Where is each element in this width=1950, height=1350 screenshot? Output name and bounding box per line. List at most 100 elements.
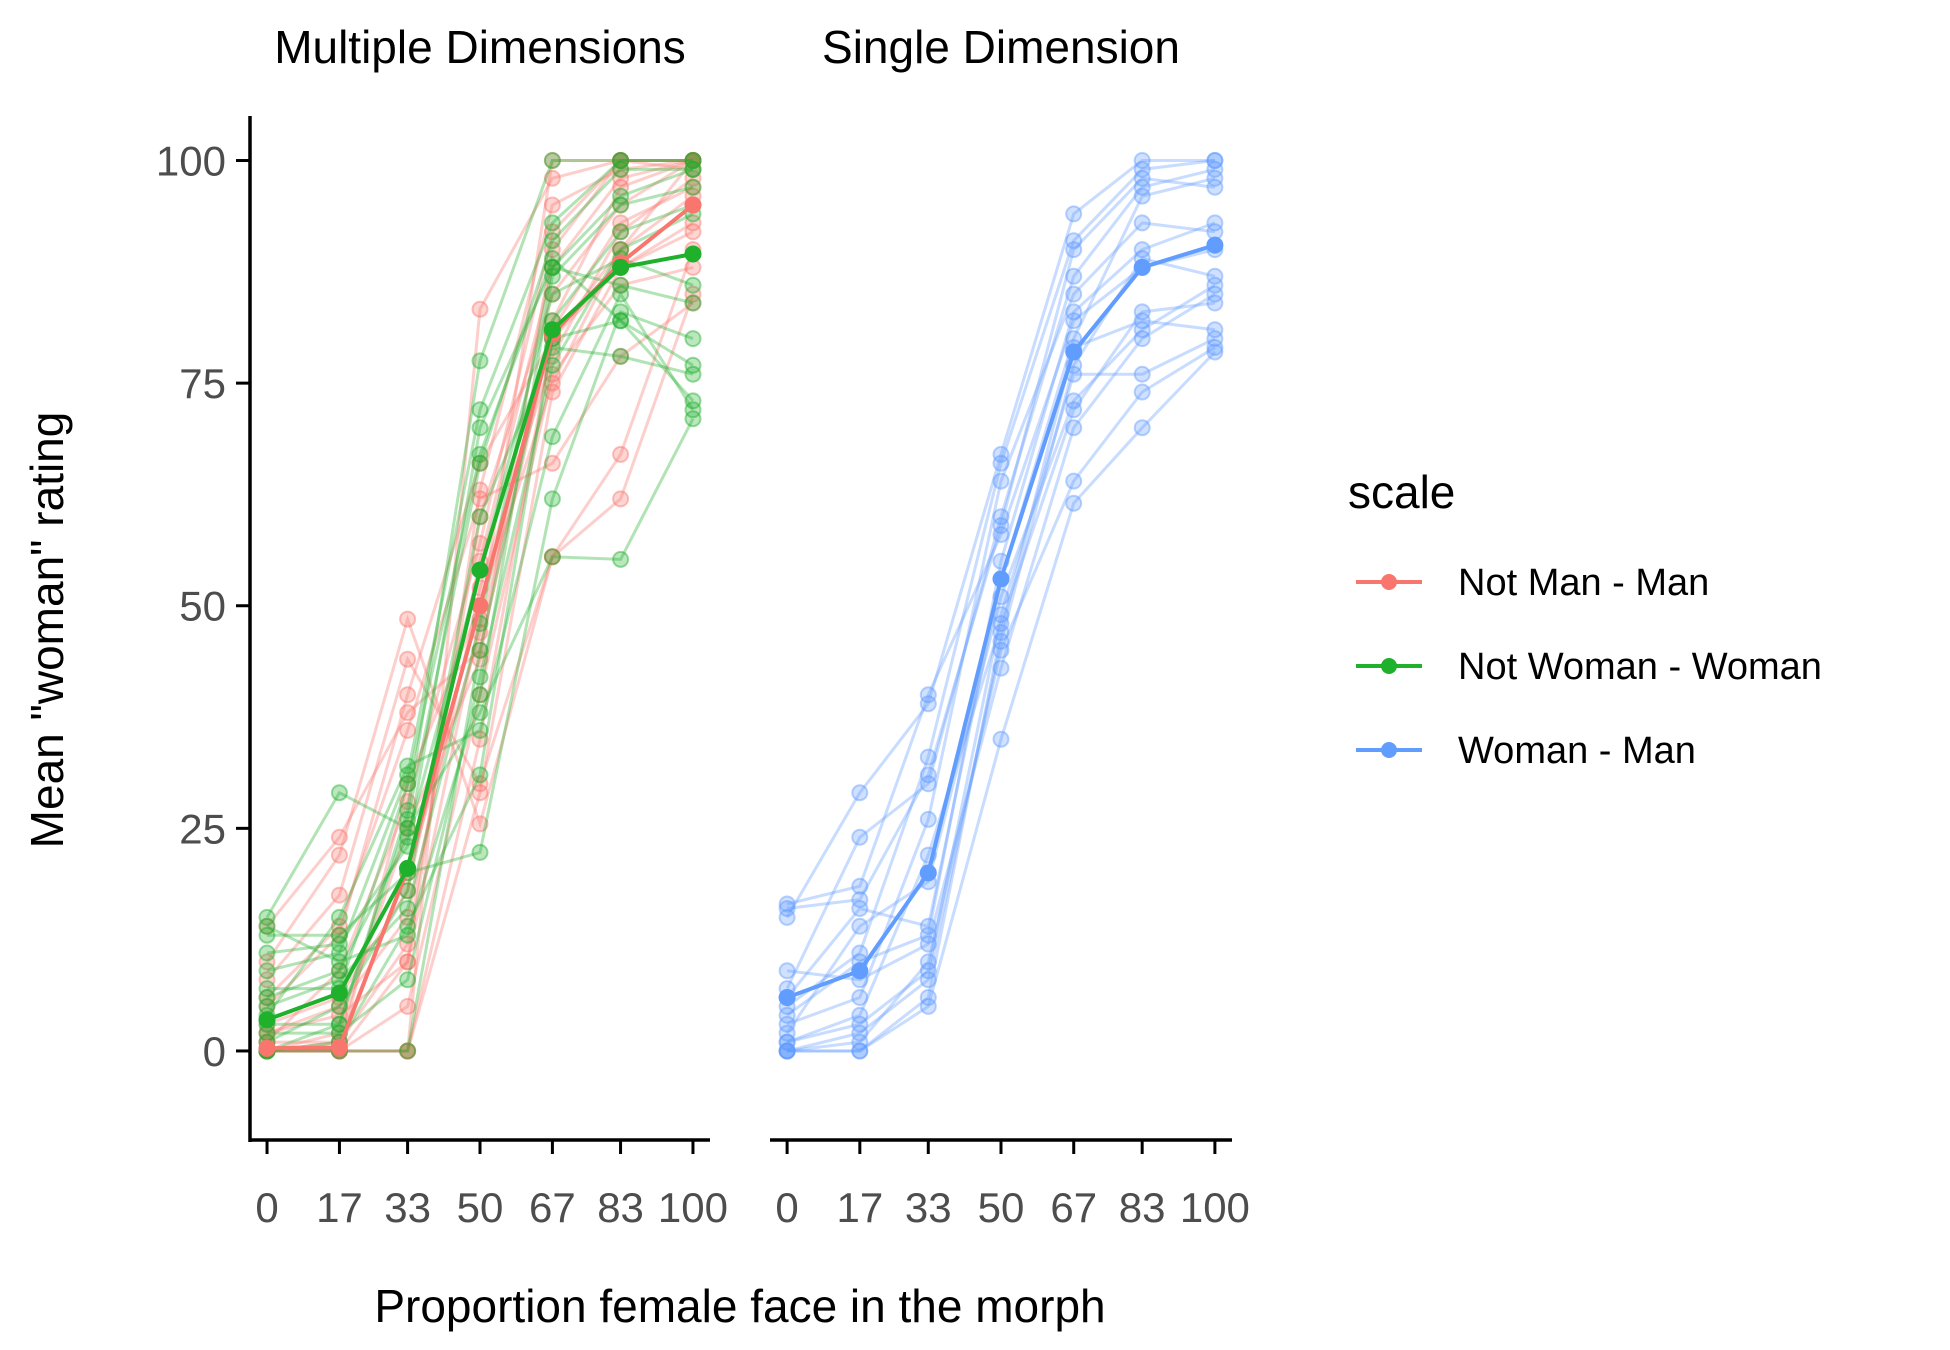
participant-point-not-woman-woman <box>612 187 630 205</box>
participant-point-woman-man <box>851 917 869 935</box>
participant-point-woman-man <box>992 445 1010 463</box>
participant-point-not-man-man <box>684 152 702 169</box>
participant-point-woman-man <box>1206 343 1224 361</box>
participant-point-woman-man <box>919 997 937 1015</box>
participant-point-woman-man <box>1206 294 1224 312</box>
participant-point-not-woman-woman <box>612 303 630 321</box>
participant-point-not-man-man <box>612 276 630 294</box>
participant-point-not-man-man <box>399 819 417 837</box>
participant-point-woman-man <box>1065 205 1083 223</box>
participant-point-not-man-man <box>612 152 630 169</box>
participant-point-woman-man <box>851 1042 869 1060</box>
participant-point-woman-man <box>1133 160 1151 178</box>
legend: scale Not Man - Man Not Woman - Woman Woma… <box>1348 466 1822 772</box>
participant-point-woman-man <box>1206 178 1224 196</box>
participant-point-not-woman-woman <box>543 548 561 566</box>
participant-point-not-woman-woman <box>471 641 489 659</box>
participant-point-not-man-man <box>399 650 417 668</box>
participant-point-not-woman-woman <box>399 766 417 784</box>
y-tick-label: 0 <box>203 1028 226 1075</box>
participant-point-woman-man <box>851 944 869 962</box>
participant-point-not-man-man <box>471 730 489 748</box>
mean-point-woman-man <box>992 570 1010 588</box>
participant-point-not-man-man <box>543 169 561 187</box>
x-tick-label-single-dimension: 33 <box>905 1184 952 1231</box>
y-axis-title: Mean "woman" rating <box>21 412 73 849</box>
participant-line-woman-man <box>786 337 1216 1044</box>
panel-single-dimension: Single Dimension <box>778 21 1224 1060</box>
participant-point-not-woman-woman <box>612 285 630 303</box>
participant-point-not-man-man <box>399 793 417 811</box>
participant-point-woman-man <box>1206 169 1224 187</box>
participant-point-woman-man <box>1133 187 1151 205</box>
participant-point-not-man-man <box>684 169 702 187</box>
participant-point-not-woman-woman <box>399 757 417 775</box>
participant-point-woman-man <box>851 877 869 895</box>
participant-point-woman-man <box>778 900 796 917</box>
participant-point-woman-man <box>1133 330 1151 348</box>
participant-point-woman-man <box>851 989 869 1006</box>
participant-line-not-woman-woman <box>267 212 694 1035</box>
participant-point-not-woman-woman <box>684 178 702 196</box>
participant-point-not-man-man <box>399 686 417 704</box>
participant-line-woman-man <box>786 346 1216 1053</box>
participant-point-not-woman-woman <box>258 989 276 1006</box>
participant-point-woman-man <box>851 1024 869 1042</box>
participant-point-woman-man <box>1206 267 1224 285</box>
participant-line-woman-man <box>786 292 1216 982</box>
participant-point-not-man-man <box>258 953 276 971</box>
participant-point-not-man-man <box>399 997 417 1015</box>
participant-point-not-woman-woman <box>471 352 489 370</box>
participant-point-woman-man <box>778 908 796 926</box>
participant-point-not-man-man <box>471 508 489 526</box>
participant-point-not-woman-woman <box>399 1042 417 1060</box>
participant-point-not-woman-woman <box>399 819 417 837</box>
participant-line-woman-man <box>787 319 1216 1053</box>
participant-point-not-man-man <box>258 989 276 1006</box>
participant-point-woman-man <box>1065 285 1083 303</box>
participant-point-not-man-man <box>684 152 702 169</box>
participant-point-not-woman-woman <box>399 775 417 793</box>
participant-point-not-woman-woman <box>684 410 702 428</box>
participant-point-not-man-man <box>399 610 417 628</box>
participant-point-not-man-man <box>612 490 630 508</box>
participant-line-not-woman-woman <box>266 185 694 964</box>
participant-point-woman-man <box>919 775 937 793</box>
participant-point-not-man-man <box>399 908 417 926</box>
participant-point-not-woman-woman <box>684 401 702 419</box>
participant-point-not-woman-woman <box>471 445 489 463</box>
participant-point-not-woman-woman <box>399 810 417 828</box>
participant-point-not-woman-woman <box>612 152 630 169</box>
participant-point-not-woman-woman <box>258 926 276 944</box>
y-axis-ticks: 0 25 50 75 100 <box>156 138 250 1075</box>
participant-line-woman-man <box>786 221 1216 1026</box>
mean-point-not-woman-woman <box>543 321 561 339</box>
participant-point-woman-man <box>992 624 1010 641</box>
participant-line-not-woman-woman <box>266 345 694 1044</box>
participant-point-not-man-man <box>471 784 489 802</box>
participant-point-not-woman-woman <box>471 704 489 722</box>
participant-line-not-man-man <box>265 185 694 928</box>
participant-point-not-woman-woman <box>330 784 348 802</box>
participant-line-not-woman-woman <box>267 309 694 937</box>
legend-key-point-woman-man <box>1381 742 1397 758</box>
participant-point-not-woman-woman <box>330 926 348 944</box>
participant-point-not-man-man <box>684 178 702 196</box>
participant-line-not-man-man <box>265 249 695 981</box>
participant-line-woman-man <box>786 176 1216 910</box>
participant-point-not-woman-woman <box>612 347 630 365</box>
participant-point-not-man-man <box>471 775 489 793</box>
participant-point-woman-man <box>851 1042 869 1060</box>
participant-point-not-man-man <box>258 917 276 935</box>
participant-point-not-woman-woman <box>684 330 702 348</box>
participant-point-woman-man <box>992 517 1010 535</box>
participant-point-not-man-man <box>543 454 561 472</box>
x-tick-label-single-dimension: 17 <box>836 1184 883 1231</box>
participant-point-not-man-man <box>258 971 276 989</box>
participant-point-not-man-man <box>330 846 348 864</box>
participant-point-not-man-man <box>684 223 702 241</box>
participant-point-woman-man <box>919 810 937 828</box>
participant-point-not-man-man <box>612 347 630 365</box>
participant-point-woman-man <box>778 1042 796 1060</box>
participant-line-not-woman-woman <box>266 159 693 1053</box>
